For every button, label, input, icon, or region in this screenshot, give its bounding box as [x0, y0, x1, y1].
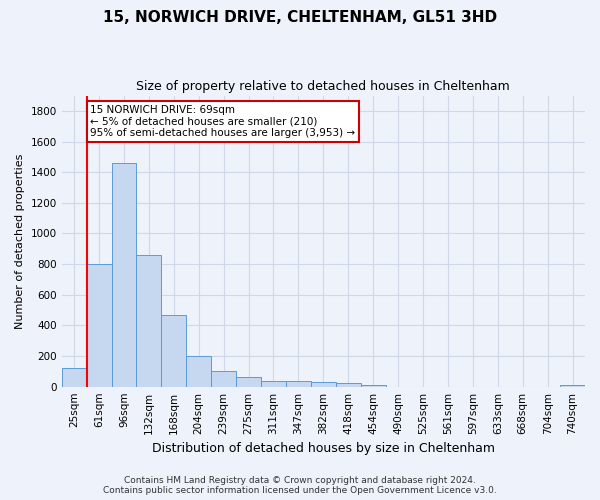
Bar: [311, 382, 336, 386]
Bar: [186, 356, 211, 386]
Bar: [86, 264, 112, 386]
Bar: [161, 314, 186, 386]
Bar: [560, 385, 585, 386]
Bar: [211, 372, 236, 386]
Text: Contains HM Land Registry data © Crown copyright and database right 2024.
Contai: Contains HM Land Registry data © Crown c…: [103, 476, 497, 495]
Bar: [336, 383, 361, 386]
X-axis label: Distribution of detached houses by size in Cheltenham: Distribution of detached houses by size …: [152, 442, 495, 455]
Bar: [361, 385, 386, 386]
Bar: [62, 368, 86, 386]
Bar: [261, 380, 286, 386]
Title: Size of property relative to detached houses in Cheltenham: Size of property relative to detached ho…: [136, 80, 510, 93]
Bar: [112, 163, 136, 386]
Bar: [286, 382, 311, 386]
Bar: [136, 255, 161, 386]
Text: 15, NORWICH DRIVE, CHELTENHAM, GL51 3HD: 15, NORWICH DRIVE, CHELTENHAM, GL51 3HD: [103, 10, 497, 25]
Bar: [236, 376, 261, 386]
Y-axis label: Number of detached properties: Number of detached properties: [15, 154, 25, 329]
Text: 15 NORWICH DRIVE: 69sqm
← 5% of detached houses are smaller (210)
95% of semi-de: 15 NORWICH DRIVE: 69sqm ← 5% of detached…: [91, 104, 355, 138]
